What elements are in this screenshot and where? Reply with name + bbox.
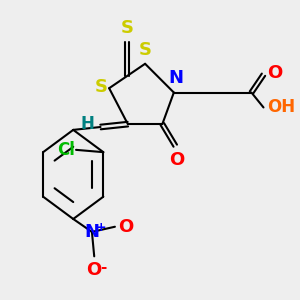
Text: H: H [81, 115, 94, 133]
Text: -: - [100, 260, 106, 275]
Text: S: S [94, 78, 108, 96]
Text: OH: OH [267, 98, 295, 116]
Text: O: O [267, 64, 282, 82]
Text: S: S [121, 19, 134, 37]
Text: N: N [169, 69, 184, 87]
Text: O: O [118, 218, 133, 236]
Text: Cl: Cl [57, 141, 75, 159]
Text: N: N [84, 223, 99, 241]
Text: +: + [95, 221, 106, 234]
Text: O: O [87, 261, 102, 279]
Text: O: O [169, 151, 184, 169]
Text: S: S [139, 40, 152, 58]
